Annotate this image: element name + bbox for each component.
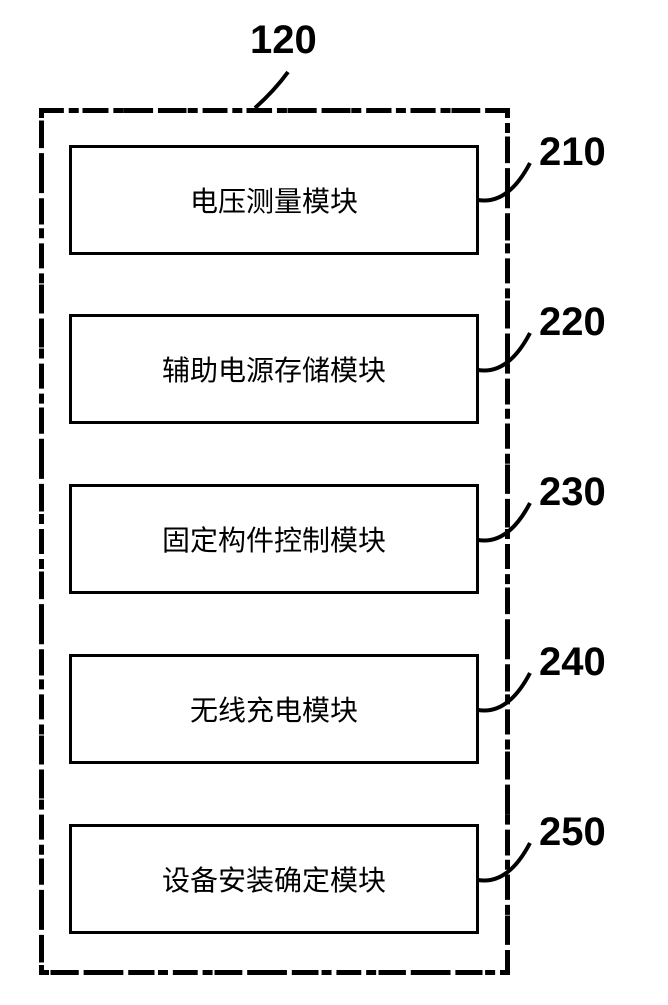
leader-250: [0, 0, 668, 1005]
